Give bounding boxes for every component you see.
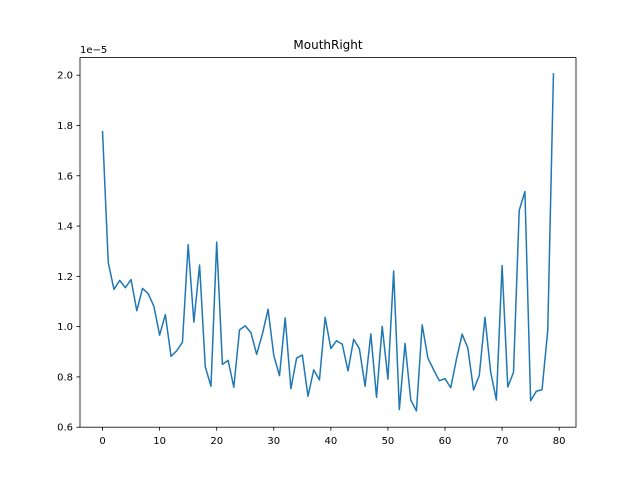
y-tick-label: 1.4 [57,222,73,233]
y-tick-label: 0.8 [57,372,73,383]
ticks-layer: 0 10 20 30 40 50 60 70 80 0.6 0.8 1.0 1.2 1.4 1.6 1.8 2.… [57,71,565,448]
x-tick-label: 60 [439,436,452,447]
y-tick-label: 1.2 [57,272,73,283]
series-layer [101,73,555,412]
x-tick-label: 10 [153,436,166,447]
x-tick-label: 20 [210,436,223,447]
chart-title: MouthRight [293,38,363,52]
x-tick-label: 80 [553,436,566,447]
y-tick-label: 1.0 [57,322,73,333]
x-tick-label: 50 [382,436,395,447]
x-tick-label: 40 [324,436,337,447]
x-tick-label: 30 [267,436,280,447]
y-offset-label: 1e−5 [80,45,107,56]
plot-frame [79,57,577,428]
y-tick-label: 0.6 [57,423,73,434]
y-tick-label: 1.8 [57,121,73,132]
y-tick-label: 2.0 [57,71,73,82]
x-tick-label: 70 [496,436,509,447]
series-line [101,73,555,412]
y-tick-label: 1.6 [57,171,73,182]
x-tick-label: 0 [99,436,105,447]
